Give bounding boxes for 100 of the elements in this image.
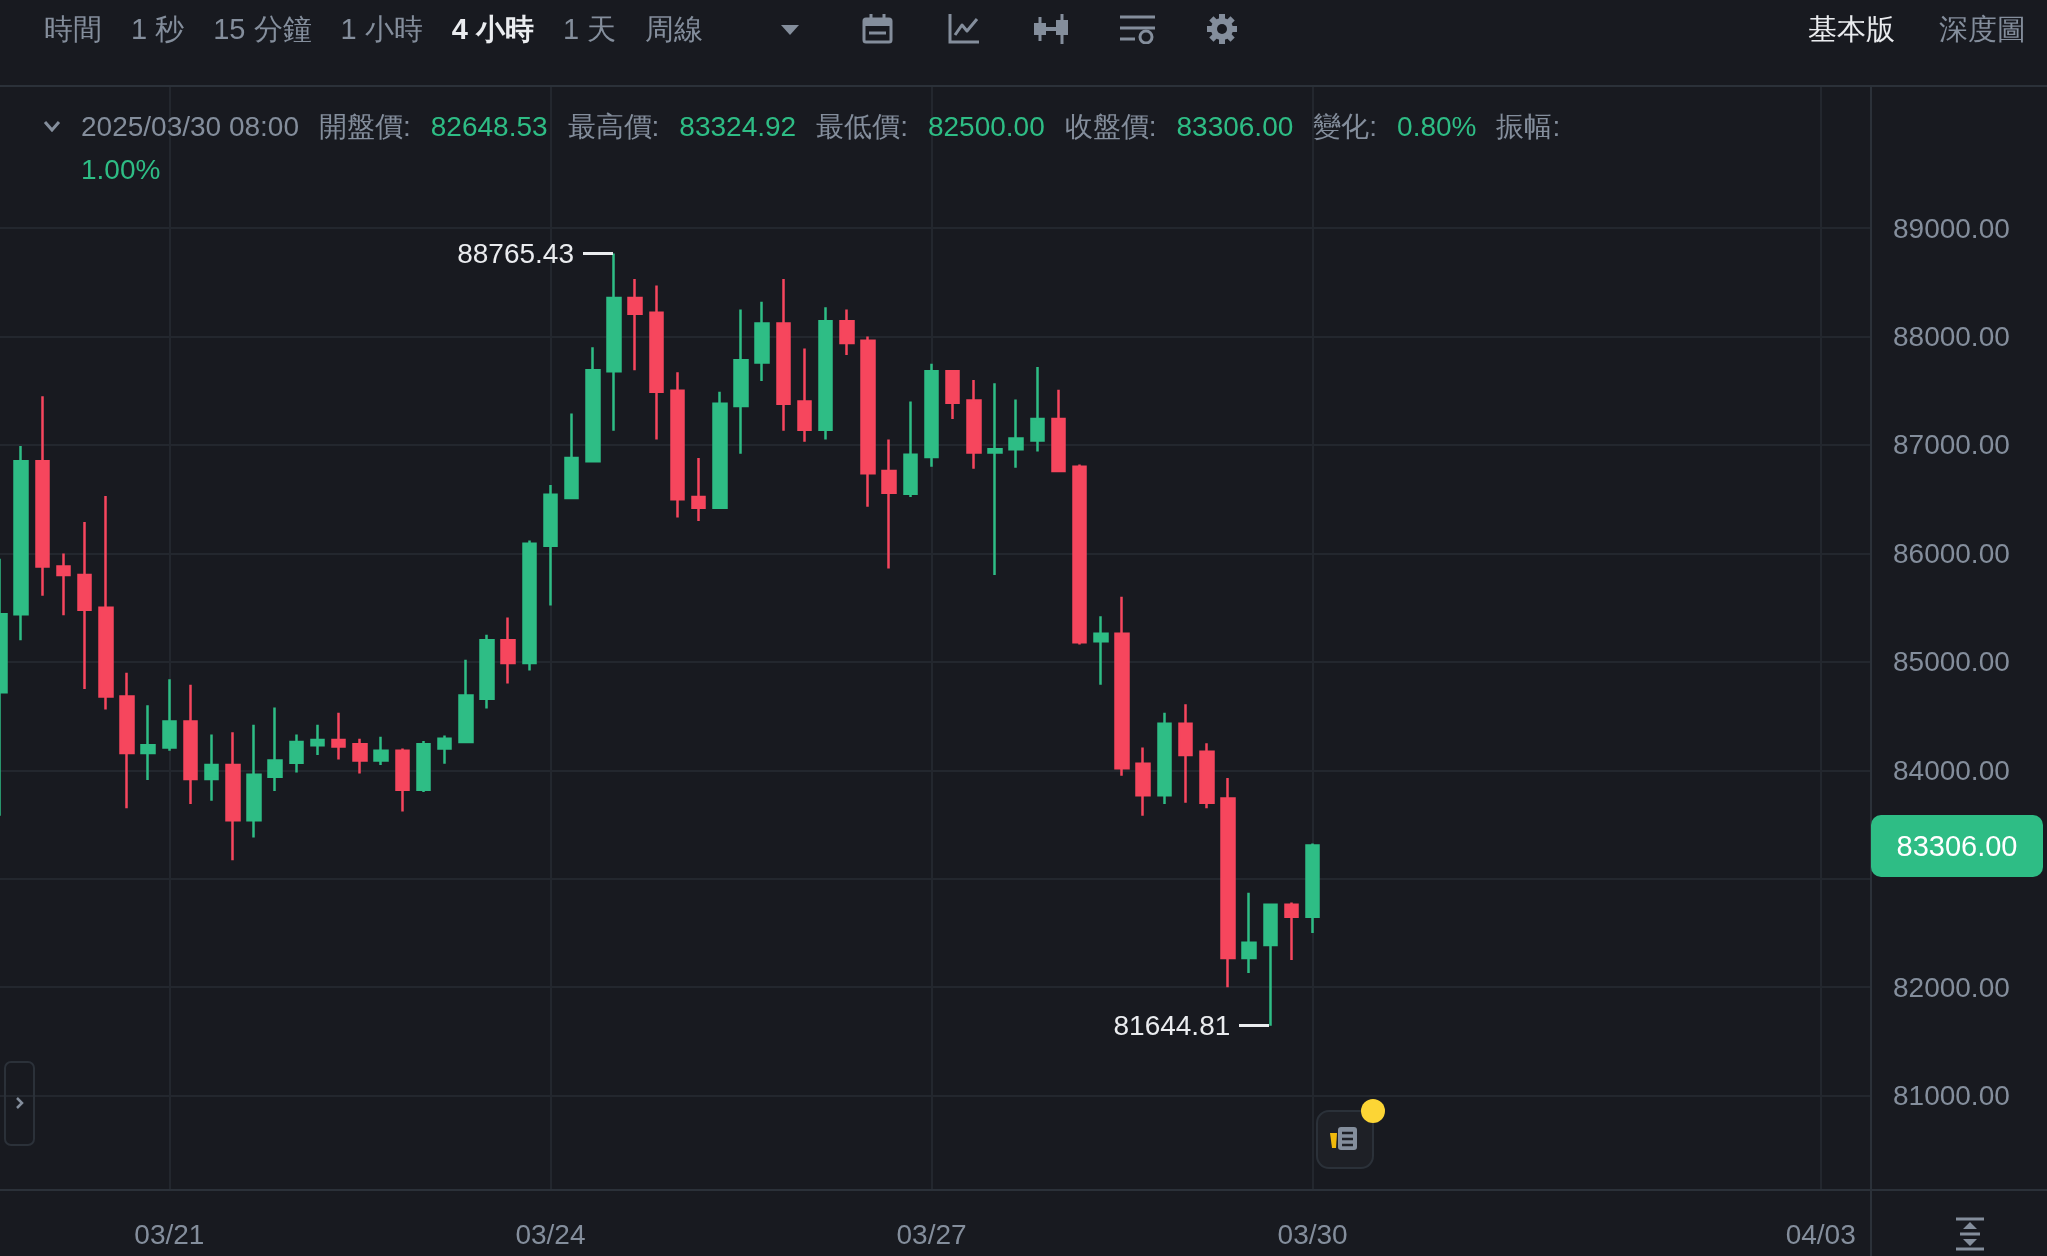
text: 1 小時: [340, 12, 423, 47]
candlestick: [966, 378, 982, 471]
candlestick: [1157, 711, 1172, 806]
candlestick: [35, 394, 50, 597]
candlestick: [733, 308, 749, 455]
candlestick: [98, 494, 114, 711]
candlestick: [522, 539, 537, 672]
candlestick: [1051, 388, 1066, 474]
candlestick: [543, 483, 558, 607]
candlestick: [1072, 463, 1087, 646]
candlestick: [331, 711, 346, 761]
text: 基本版: [1808, 12, 1895, 47]
text: 深度圖: [1939, 12, 2026, 47]
x-tick-label: 04/03: [1785, 1218, 1856, 1250]
y-tick-label: 82000.00: [1893, 971, 2010, 1003]
candlestick: [479, 633, 495, 710]
candlestick: [395, 747, 410, 813]
candlestick: [564, 412, 579, 500]
annotation: 1.00%: [81, 153, 161, 187]
candlestick: [649, 284, 664, 441]
candlestick: [881, 438, 897, 570]
y-tick-label: 85000.00: [1893, 646, 2010, 678]
candlestick: [627, 277, 643, 372]
candlestick: [140, 703, 156, 782]
x-tick-label: 03/30: [1277, 1218, 1348, 1250]
candlestick: [1305, 842, 1320, 935]
candlestick: [987, 381, 1003, 577]
candlestick: [1030, 365, 1045, 453]
candlestick: [945, 368, 960, 421]
candlestick: [56, 552, 71, 617]
text: 周線: [645, 12, 704, 47]
candlestick: [416, 739, 431, 794]
candlestick: [500, 616, 516, 685]
candlestick: [585, 346, 601, 464]
annotation: 最低價:: [816, 110, 908, 144]
candlestick: [1135, 746, 1151, 818]
candlestick: [1220, 776, 1236, 989]
annotation: 83306.00: [1176, 110, 1294, 144]
x-tick-label: 03/27: [896, 1218, 967, 1250]
candlestick: [352, 737, 368, 775]
candlestick: [119, 671, 135, 810]
annotation: 開盤價:: [318, 110, 411, 144]
y-tick-label: 81000.00: [1893, 1080, 2010, 1112]
candlestick: [1199, 741, 1215, 810]
annotation: 0.80%: [1397, 110, 1477, 144]
annotation: 82500.00: [927, 110, 1045, 144]
candlestick: [712, 390, 728, 511]
candlestick: [1263, 903, 1278, 1027]
candlestick: [162, 677, 177, 753]
candlestick: [1008, 398, 1024, 469]
text: 1 天: [562, 12, 617, 47]
x-tick-label: 03/24: [515, 1218, 586, 1250]
candlestick: [818, 305, 833, 441]
candlestick: [606, 252, 622, 433]
annotation: 收盤價:: [1064, 110, 1157, 144]
candlestick: [776, 277, 791, 433]
candlestick: [77, 520, 92, 691]
annotation: 83324.92: [679, 110, 797, 144]
candlestick: [1284, 901, 1299, 962]
candlestick: [310, 723, 325, 757]
candlestick: [691, 456, 706, 523]
candlestick: [183, 683, 198, 806]
candlestick: [267, 706, 283, 793]
candlestick: [458, 658, 474, 744]
candlestick: [754, 300, 770, 383]
candlestick: [1241, 891, 1257, 975]
text: 4 小時: [451, 12, 534, 47]
candlestick: [225, 731, 241, 862]
candlestick: [860, 335, 876, 509]
candlestick: [903, 400, 918, 499]
candlestick: [373, 735, 389, 767]
text: 83306.00: [1896, 829, 2018, 862]
candlestick: [13, 444, 29, 642]
annotation: 最高價:: [567, 110, 660, 144]
candlestick: [670, 371, 685, 519]
text: 1 秒: [131, 12, 185, 47]
text: 時間: [44, 12, 102, 47]
annotation: 變化:: [1313, 110, 1378, 144]
candlestick: [246, 723, 262, 839]
annotation: 82648.53: [430, 110, 548, 144]
annotation: 振幅:: [1496, 110, 1561, 144]
candlestick: [289, 733, 304, 774]
y-tick-label: 89000.00: [1893, 212, 2010, 244]
candlestick: [924, 362, 939, 468]
annotation: 81644.81: [1113, 1009, 1231, 1041]
candlestick: [839, 308, 855, 357]
candlestick: [797, 347, 812, 443]
candlestick: [1114, 595, 1130, 777]
candlestick: [204, 733, 219, 802]
candlestick: [1178, 702, 1193, 805]
text: 15 分鐘: [213, 12, 312, 47]
x-tick-label: 03/21: [134, 1218, 205, 1250]
annotation: 88765.43: [457, 237, 574, 269]
annotation: 2025/03/30 08:00: [81, 110, 299, 144]
y-tick-label: 86000.00: [1893, 537, 2010, 569]
y-tick-label: 84000.00: [1893, 754, 2010, 786]
y-tick-label: 88000.00: [1893, 321, 2010, 353]
candlestick: [437, 734, 452, 766]
candlestick: [1093, 615, 1109, 686]
y-tick-label: 87000.00: [1893, 429, 2010, 461]
